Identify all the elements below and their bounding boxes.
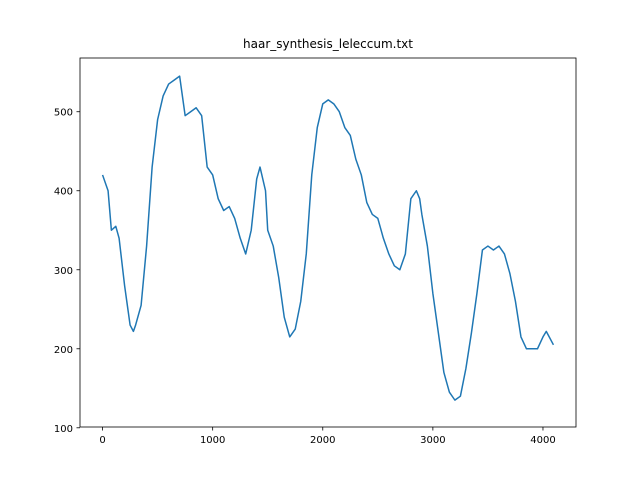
y-tick-label: 200 [54, 345, 73, 356]
x-tick-label: 1000 [200, 435, 225, 446]
x-tick-label: 0 [99, 435, 105, 446]
y-tick-label: 300 [54, 266, 73, 277]
y-tick-label: 100 [54, 424, 73, 435]
x-tick-label: 4000 [530, 435, 555, 446]
chart-title: haar_synthesis_leleccum.txt [243, 37, 413, 51]
data-line [101, 75, 555, 401]
plot-frame [79, 57, 577, 428]
y-tick-label: 400 [54, 187, 73, 198]
x-tick-label: 3000 [420, 435, 445, 446]
x-tick-label: 2000 [310, 435, 335, 446]
y-tick-label: 500 [54, 108, 73, 119]
